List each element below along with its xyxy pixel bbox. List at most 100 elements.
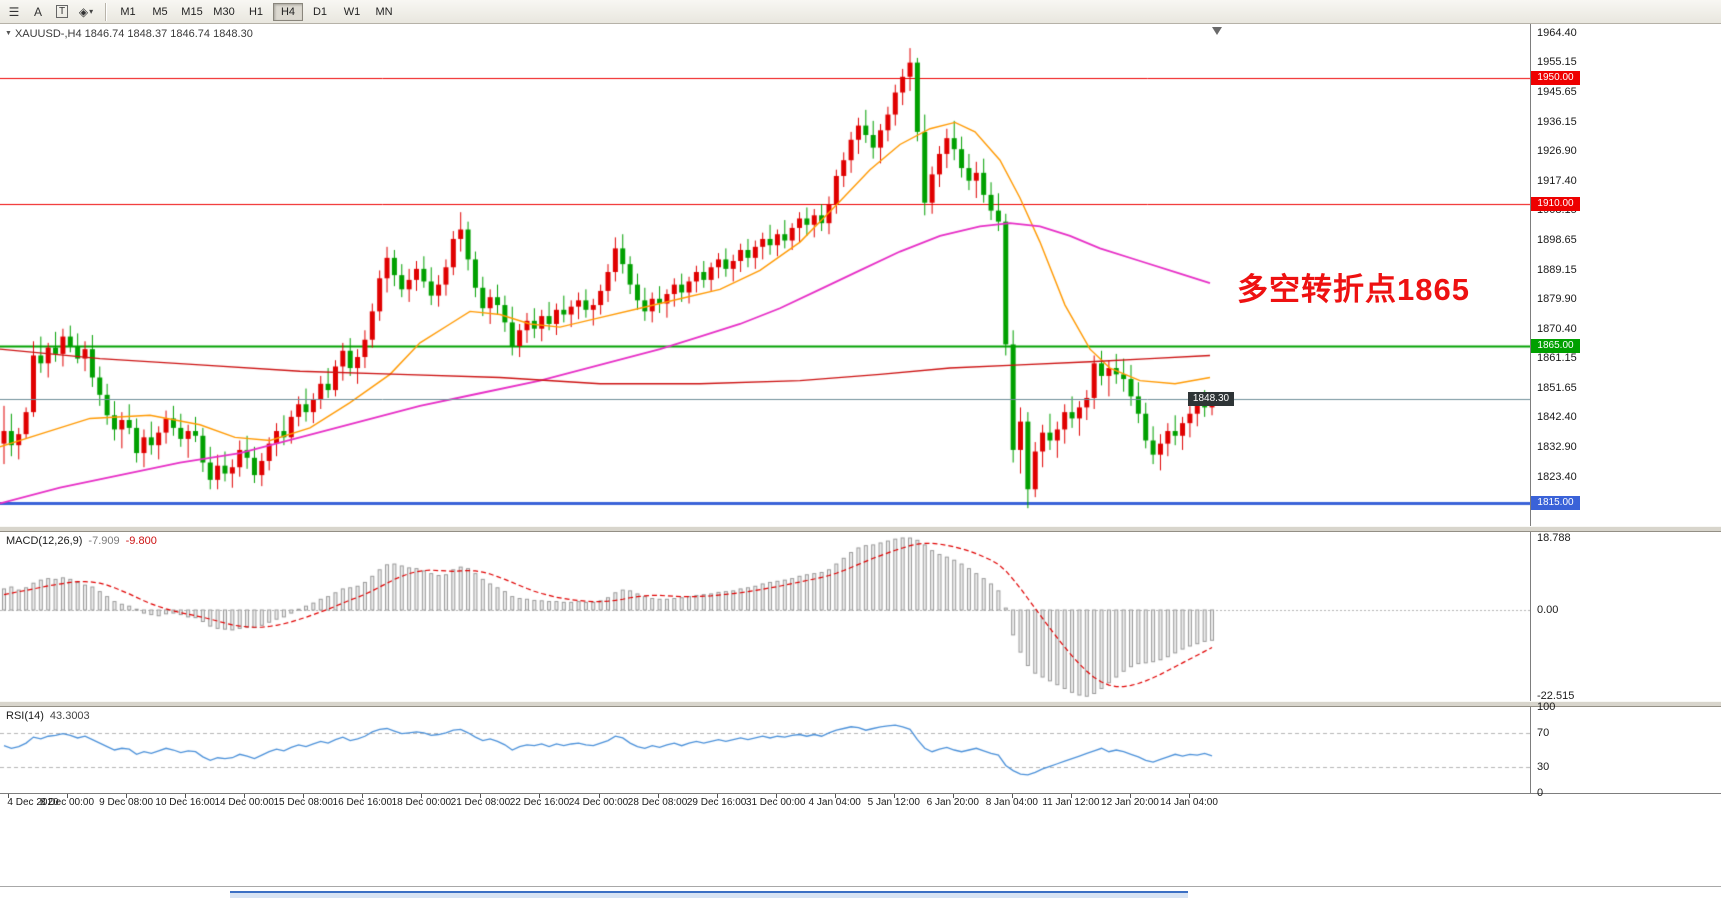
chart-canvas[interactable]	[0, 24, 1530, 793]
time-axis-label: 4 Dec 2020	[7, 797, 59, 808]
time-axis-label: 14 Dec 00:00	[214, 797, 274, 808]
rsi-name: RSI(14)	[6, 710, 44, 722]
time-axis-label: 21 Dec 08:00	[450, 797, 511, 808]
time-axis-label: 10 Dec 16:00	[155, 797, 215, 808]
price-axis-label: 1879.90	[1537, 293, 1577, 306]
panel-divider-rsi[interactable]	[0, 701, 1721, 707]
bottom-separator	[0, 886, 1721, 887]
timeframe-m15[interactable]: M15	[181, 5, 203, 18]
toolbar: ☰ A T ◈ ▾ M1 M5 M15 M30 H1 H4 D1 W1 MN	[0, 0, 1721, 24]
chart-info-text: XAUUSD-,H4 1846.74 1848.37 1846.74 1848.…	[14, 28, 253, 40]
price-axis-label: 1832.90	[1537, 441, 1577, 454]
price-axis-label: 1926.90	[1537, 145, 1577, 158]
time-tick	[126, 794, 128, 798]
text-tool-icon[interactable]: T	[51, 2, 73, 21]
time-axis-label: 18 Dec 00:00	[391, 797, 452, 808]
time-axis-label: 22 Dec 16:00	[509, 797, 570, 808]
price-axis-label: 1870.40	[1537, 323, 1577, 335]
text-tool-glyph: T	[55, 5, 69, 18]
time-tick	[185, 794, 187, 798]
macd-name: MACD(12,26,9)	[6, 535, 83, 547]
chart-style-icon[interactable]: ☰	[3, 2, 25, 21]
time-axis-label: 16 Dec 16:00	[332, 797, 393, 808]
time-tick	[303, 794, 305, 798]
time-tick	[598, 794, 600, 798]
time-tick	[244, 794, 246, 798]
price-axis-label: 1842.40	[1537, 411, 1577, 424]
time-tick	[480, 794, 482, 798]
price-axis-label: 1936.15	[1537, 115, 1577, 128]
time-axis-label: 6 Jan 20:00	[926, 797, 979, 808]
time-tick	[775, 794, 777, 798]
timeframe-d1[interactable]: D1	[312, 5, 328, 18]
time-axis-label: 14 Jan 04:00	[1160, 797, 1218, 808]
macd-axis-label: 18.788	[1537, 532, 1571, 545]
timeframe-mn[interactable]: MN	[375, 5, 393, 18]
shapes-glyph: ◈	[78, 4, 89, 19]
chart-info: ▼ XAUUSD-,H4 1846.74 1848.37 1846.74 1848…	[5, 28, 253, 40]
macd-signal-value: -9.800	[125, 535, 157, 547]
macd-title: MACD(12,26,9) -7.909 -9.800	[6, 535, 157, 547]
timeframe-m5[interactable]: M5	[152, 5, 168, 18]
time-tick	[657, 794, 659, 798]
time-tick	[1129, 794, 1131, 798]
shapes-tool-icon[interactable]: ◈ ▾	[75, 2, 97, 21]
time-axis[interactable]	[0, 793, 1721, 814]
macd-value: -7.909	[88, 535, 120, 547]
price-axis[interactable]	[1530, 24, 1721, 793]
time-axis-label: 12 Jan 20:00	[1101, 797, 1159, 808]
rsi-axis-label: 100	[1537, 701, 1556, 713]
price-axis-label: 1898.65	[1537, 234, 1577, 247]
price-level-badge: 1865.00	[1531, 339, 1580, 353]
chart-info-caret-icon: ▼	[5, 30, 12, 37]
time-axis-label: 24 Dec 00:00	[568, 797, 629, 808]
time-axis-label: 4 Jan 04:00	[808, 797, 861, 808]
rsi-title: RSI(14) 43.3003	[6, 710, 90, 722]
time-tick	[893, 794, 895, 798]
timeframe-h4[interactable]: H4	[273, 2, 303, 21]
time-tick	[1070, 794, 1072, 798]
price-axis-label: 1945.65	[1537, 86, 1577, 99]
time-tick	[1189, 794, 1190, 798]
annotation-text: 多空转折点1865	[1237, 272, 1470, 307]
rsi-axis-label: 30	[1537, 761, 1550, 774]
time-axis-label: 8 Dec 00:00	[40, 797, 95, 808]
timeframe-h1[interactable]: H1	[248, 5, 264, 18]
price-axis-label: 1889.15	[1537, 263, 1577, 276]
cursor-tool-icon[interactable]: A	[27, 2, 49, 21]
rsi-axis-label: 0	[1537, 787, 1544, 799]
time-axis-label: 9 Dec 08:00	[99, 797, 154, 808]
price-axis-label: 1861.15	[1537, 352, 1577, 365]
timeframe-m1[interactable]: M1	[120, 5, 136, 18]
panel-divider-macd[interactable]	[0, 526, 1721, 532]
time-axis-label: 15 Dec 08:00	[273, 797, 334, 808]
time-tick	[834, 794, 836, 798]
price-level-badge: 1910.00	[1531, 197, 1580, 212]
chart-shift-marker[interactable]	[1212, 27, 1222, 35]
time-axis-label: 28 Dec 08:00	[627, 797, 688, 808]
dropdown-caret-icon: ▾	[89, 7, 94, 16]
time-tick	[952, 794, 954, 798]
price-axis-label: 1917.40	[1537, 175, 1577, 187]
price-axis-label: 1823.40	[1537, 471, 1577, 483]
macd-axis-label: -22.515	[1537, 690, 1575, 703]
timeframe-m30[interactable]: M30	[213, 5, 235, 18]
time-axis-label: 31 Dec 00:00	[745, 797, 806, 808]
toolbar-separator	[105, 2, 107, 21]
time-axis-label: 29 Dec 16:00	[686, 797, 747, 808]
timeframe-w1[interactable]: W1	[343, 5, 361, 18]
price-axis-label: 1964.40	[1537, 27, 1577, 39]
current-price-label: 1848.30	[1188, 391, 1234, 406]
time-tick	[421, 794, 423, 798]
time-tick	[539, 794, 541, 798]
time-tick	[8, 794, 9, 798]
bottom-panel-edge	[230, 891, 1188, 898]
time-axis-label: 5 Jan 12:00	[867, 797, 920, 808]
time-tick	[67, 794, 69, 798]
time-tick	[716, 794, 718, 798]
price-axis-label: 1955.15	[1537, 56, 1577, 69]
time-tick	[362, 794, 364, 798]
time-tick	[1011, 794, 1013, 798]
timeframe-group: M1 M5 M15 M30 H1 H4 D1 W1 MN	[113, 2, 401, 21]
price-level-badge: 1815.00	[1531, 496, 1580, 511]
